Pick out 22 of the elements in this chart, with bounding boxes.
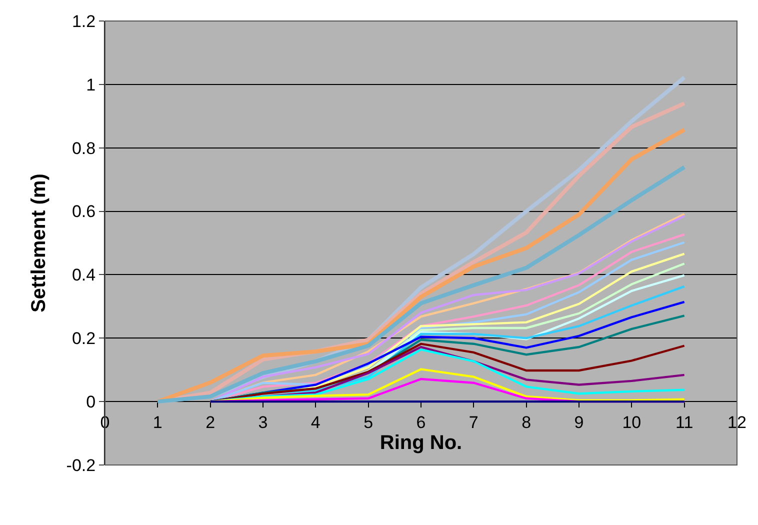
x-tick-label: 7 xyxy=(468,412,478,432)
y-tick-label: 0.2 xyxy=(72,329,96,348)
y-tick-label: 0.8 xyxy=(72,138,96,158)
x-tick-label: 3 xyxy=(258,412,268,432)
x-tick-label: 5 xyxy=(364,412,374,432)
x-tick-label: 11 xyxy=(676,412,694,432)
y-axis-title: Settlement (m) xyxy=(28,174,50,312)
x-tick-label: 4 xyxy=(310,412,320,432)
x-tick-label: 9 xyxy=(574,412,584,432)
y-tick-label: 0.4 xyxy=(72,266,96,285)
x-axis-title: Ring No. xyxy=(380,432,462,454)
x-tick-label: 10 xyxy=(622,412,642,432)
x-tick-label: 6 xyxy=(416,412,426,432)
y-tick-label: 1 xyxy=(86,75,96,94)
x-tick-label: 8 xyxy=(522,412,532,432)
y-tick-label: -0.2 xyxy=(66,456,96,475)
x-tick-label: 12 xyxy=(728,412,746,432)
y-tick-label: 1.2 xyxy=(72,12,96,31)
x-tick-label: 2 xyxy=(206,412,216,432)
y-tick-label: 0.6 xyxy=(72,202,96,222)
y-tick-label: 0 xyxy=(86,392,96,412)
x-tick-label: 1 xyxy=(152,412,162,432)
